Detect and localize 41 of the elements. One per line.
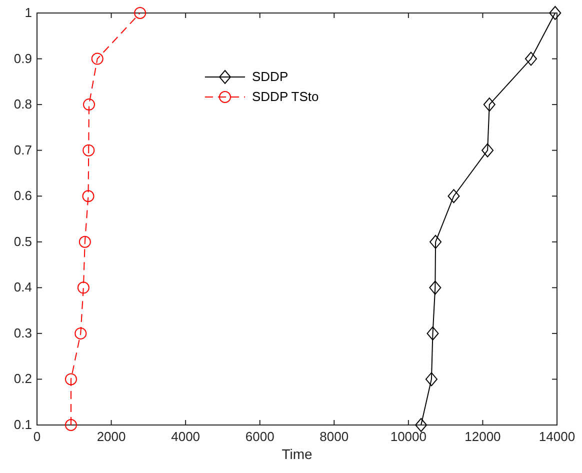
point (82, 190, 94, 202)
y-tick-label: 0.2 (14, 371, 32, 386)
point (64, 419, 77, 431)
point (77, 282, 90, 294)
point (483, 98, 496, 112)
x-tick-label: 6000 (245, 429, 274, 444)
point (134, 7, 146, 19)
legend-label: SDDP (252, 69, 288, 84)
y-tick-label: 0.8 (14, 96, 32, 112)
point (525, 52, 537, 66)
point (482, 143, 494, 158)
y-tick-label: 0.3 (14, 325, 32, 340)
point (91, 52, 104, 65)
point (415, 418, 428, 432)
point (83, 98, 95, 111)
point (78, 236, 91, 248)
y-tick-label: 0.9 (14, 50, 32, 66)
y-tick-label: 1 (24, 5, 32, 20)
y-tick-label: 0.6 (14, 188, 32, 204)
point (429, 280, 442, 295)
point (426, 326, 439, 340)
x-tick-label: 0 (33, 429, 41, 444)
y-tick-label: 0.4 (14, 280, 32, 295)
legend-label: SDDP TSto (252, 89, 319, 104)
point (549, 6, 562, 20)
point (82, 144, 95, 156)
x-tick-label: 14000 (538, 429, 576, 444)
x-tick-label: 4000 (171, 429, 200, 444)
y-tick-label: 0.7 (14, 142, 32, 158)
x-tick-label: 12000 (464, 429, 501, 444)
x-axis-title: Time (282, 446, 313, 462)
x-tick-label: 10000 (390, 429, 427, 444)
x-tick-label: 2000 (96, 429, 126, 444)
point (448, 189, 460, 204)
point (425, 372, 438, 386)
y-tick-label: 0.1 (14, 417, 32, 432)
point (430, 234, 442, 249)
y-tick-label: 0.5 (14, 234, 32, 249)
point (74, 327, 87, 340)
x-tick-label: 8000 (320, 429, 349, 444)
point (64, 373, 77, 386)
